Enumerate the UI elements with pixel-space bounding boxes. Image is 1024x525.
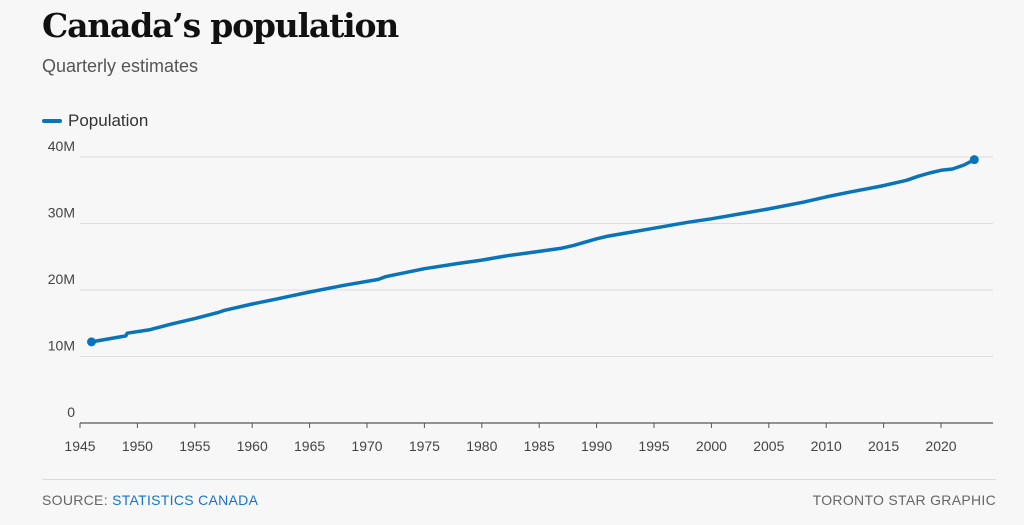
y-tick-label: 10M <box>48 338 75 354</box>
x-tick-label: 1965 <box>294 438 325 454</box>
x-tick-label: 1945 <box>64 438 95 454</box>
x-tick-label: 1985 <box>524 438 555 454</box>
y-tick-label: 40M <box>48 138 75 154</box>
series-end-point <box>969 155 979 165</box>
y-tick-label: 30M <box>48 205 75 221</box>
series-line-population <box>89 157 977 344</box>
y-tick-label: 0 <box>67 404 75 420</box>
series-start-point <box>86 337 96 347</box>
x-tick-label: 2015 <box>868 438 899 454</box>
x-tick-label: 1995 <box>638 438 669 454</box>
y-axis-tick-labels: 0 10M 20M 30M 40M <box>48 138 75 420</box>
x-axis: 1945 1950 1955 1960 1965 1970 1975 1980 1985 1990… <box>64 423 957 454</box>
x-tick-label: 2010 <box>811 438 842 454</box>
x-tick-label: 1980 <box>466 438 497 454</box>
legend-swatch <box>42 119 62 123</box>
legend-label: Population <box>68 111 149 130</box>
x-tick-label: 1970 <box>351 438 382 454</box>
chart-subtitle: Quarterly estimates <box>42 56 199 76</box>
series-layer <box>86 155 979 347</box>
x-tick-label: 1960 <box>237 438 268 454</box>
graphic-credit: TORONTO STAR GRAPHIC <box>812 492 996 508</box>
x-tick-label: 1975 <box>409 438 440 454</box>
x-tick-label: 2020 <box>925 438 956 454</box>
source-link[interactable]: STATISTICS CANADA <box>112 492 259 508</box>
x-tick-label: 2005 <box>753 438 784 454</box>
footer-divider <box>42 479 996 480</box>
x-tick-label: 2000 <box>696 438 727 454</box>
source-prefix: SOURCE: <box>42 492 113 508</box>
chart-title: Canada’s population <box>42 6 399 45</box>
legend: Population <box>42 111 148 131</box>
x-tick-label: 1990 <box>581 438 612 454</box>
x-tick-label: 1950 <box>122 438 153 454</box>
source-note: SOURCE: STATISTICS CANADA <box>42 492 258 508</box>
x-tick-label: 1955 <box>179 438 210 454</box>
y-tick-label: 20M <box>48 271 75 287</box>
grid <box>80 156 993 424</box>
